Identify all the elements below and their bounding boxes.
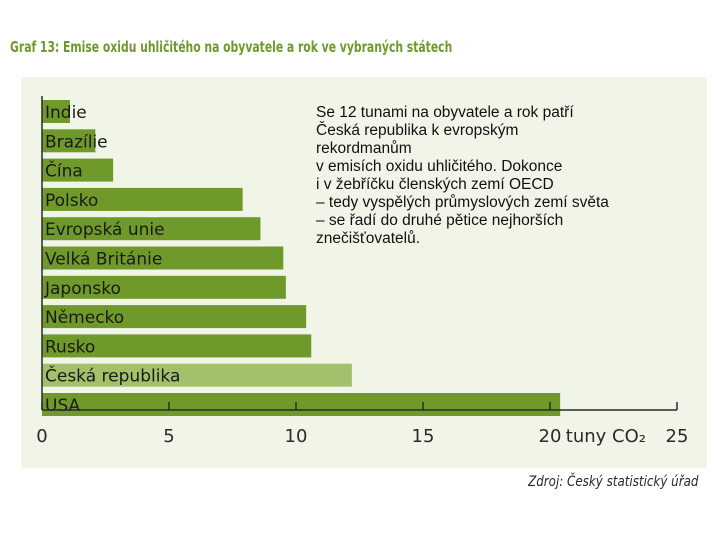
bar-label: Evropská unie (45, 220, 165, 240)
bar-5 (42, 217, 261, 241)
x-tick-label: 25 (666, 426, 689, 447)
annotation-line: Česká republika k evropským (316, 122, 519, 139)
bar-label: USA (45, 396, 81, 416)
chart-source: Zdroj: Český statistický úřad (527, 474, 698, 490)
x-tick-label: 10 (285, 426, 308, 447)
bar-8 (42, 305, 307, 329)
x-tick-label: 20 (539, 426, 562, 447)
annotation-line: – tedy vyspělých průmyslových zemí světa (316, 194, 609, 211)
x-axis-label: tuny CO₂ (566, 426, 646, 447)
bar-label: Německo (45, 308, 124, 328)
bar-label: Čína (45, 160, 83, 182)
x-tick-label: 0 (36, 426, 47, 447)
bar-label: Japonsko (44, 279, 121, 299)
bar-2 (42, 129, 96, 153)
annotation-line: znečišťovatelů. (316, 230, 421, 247)
annotation-line: – se řadí do druhé pětice nejhorších (316, 212, 564, 229)
x-tick-label: 15 (412, 426, 435, 447)
bar-label: Polsko (45, 191, 98, 211)
x-tick-label: 5 (163, 426, 174, 447)
bar-11 (42, 393, 561, 416)
bar-label: Rusko (45, 337, 95, 357)
bar-3 (42, 158, 114, 182)
bar-6 (42, 246, 284, 270)
annotation-line: v emisích oxidu uhličitého. Dokonce (316, 158, 563, 175)
bar-9 (42, 334, 312, 358)
bar-label: Brazílie (45, 132, 108, 152)
chart-title: Graf 13: Emise oxidu uhličitého na obyva… (10, 38, 453, 56)
bar-7 (42, 275, 286, 299)
bars-layer: Indie Brazílie Čína Polsko Evropská unie Velk… (42, 100, 561, 416)
annotation-line: Se 12 tunami na obyvatele a rok patří (316, 104, 574, 121)
annotation-line: i v žebříčku členských zemí OECD (316, 176, 554, 193)
bar-10 (42, 363, 352, 387)
bar-4 (42, 187, 243, 211)
bar-1 (42, 100, 70, 123)
bar-label: Česká republika (45, 365, 180, 387)
annotation-line: rekordmanům (316, 140, 412, 157)
x-axis: 0 5 10 15 20 25 tuny CO₂ (36, 96, 688, 447)
chart-annotation: Se 12 tunami na obyvatele a rok patří Čes… (316, 104, 676, 248)
bar-label: Indie (45, 103, 87, 123)
bar-label: Velká Británie (45, 250, 162, 270)
